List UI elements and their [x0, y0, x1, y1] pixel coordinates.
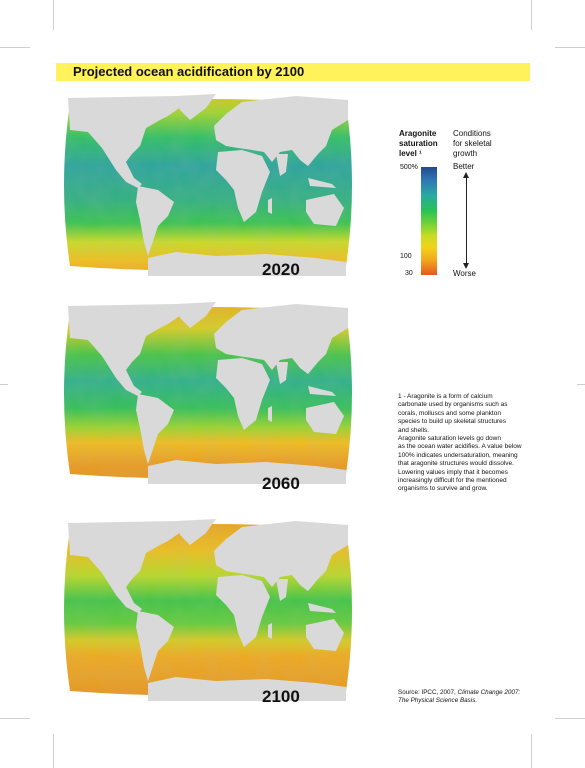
conditions-heading-line: for skeletal: [453, 139, 492, 148]
worse-label: Worse: [453, 269, 476, 278]
footnote: 1 - Aragonite is a form of calcium carbo…: [398, 393, 533, 494]
source-subtitle: The Physical Science Basis.: [398, 697, 478, 704]
world-map: [64, 519, 352, 701]
source-prefix: Source: IPCC, 2007,: [398, 689, 458, 696]
conditions-heading: Conditions for skeletal growth: [453, 129, 492, 159]
crop-mark: [0, 384, 8, 385]
map-year-label: 2100: [262, 687, 300, 706]
crop-mark: [555, 47, 585, 48]
source-line: Source: IPCC, 2007, Climate Change 2007:: [398, 689, 538, 697]
legend-tick-500: 500%: [400, 164, 418, 171]
footnote-line: corals, molluscs and some plankton: [398, 409, 501, 417]
map-2100: 2100: [56, 515, 358, 706]
source-note: Source: IPCC, 2007, Climate Change 2007:…: [398, 689, 538, 705]
footnote-line: organisms to survive and grow.: [398, 485, 488, 493]
footnote-line: 100% indicates undersaturation, meaning: [398, 451, 518, 459]
footnote-line: 1 - Aragonite is a form of calcium: [398, 393, 493, 400]
crop-mark: [53, 0, 54, 30]
world-map: [64, 94, 352, 276]
footnote-line: species to build up skeletal structures: [398, 418, 507, 426]
map-2060: 2060: [56, 298, 358, 493]
legend-heading-line: Aragonite: [399, 129, 437, 138]
color-scale-bar: [421, 167, 437, 275]
legend-heading-line: saturation: [399, 139, 438, 148]
source-line: The Physical Science Basis.: [398, 697, 538, 705]
footnote-line: Lowering values imply that it becomes: [398, 468, 508, 476]
crop-mark: [53, 734, 54, 768]
page-title: Projected ocean acidification by 2100: [73, 64, 305, 79]
footnote-line: carbonate used by organisms such as: [398, 401, 508, 409]
footnote-line: Aragonite saturation levels go down: [398, 435, 501, 443]
crop-mark: [0, 47, 30, 48]
conditions-heading-line: growth: [453, 149, 478, 158]
legend-tick-30: 30: [405, 270, 413, 277]
world-map: [64, 302, 352, 484]
footnote-line: and shells.: [398, 426, 430, 434]
conditions-heading-line: Conditions: [453, 129, 491, 138]
crop-mark: [0, 718, 30, 719]
better-label: Better: [453, 162, 475, 171]
crop-mark: [531, 0, 532, 30]
map-year-label: 2020: [262, 260, 300, 279]
source-title: Climate Change 2007:: [457, 689, 521, 696]
footnote-line: increasingly difficult for the mentioned: [398, 477, 507, 485]
arrow-shaft: [466, 176, 467, 265]
footnote-line: as the ocean water acidifies. A value be…: [398, 443, 522, 451]
title-bar: Projected ocean acidification by 2100: [56, 63, 530, 81]
crop-mark: [555, 718, 585, 719]
arrow-up-icon: [463, 172, 469, 178]
legend-tick-100: 100: [400, 253, 412, 260]
arrow-down-icon: [463, 263, 469, 269]
crop-mark: [577, 384, 585, 385]
map-year-label: 2060: [262, 474, 300, 493]
footnote-line: that aragonite structures would dissolve…: [398, 460, 514, 468]
legend-heading: Aragonite saturation level ¹: [399, 129, 438, 159]
map-2020: 2020: [56, 90, 358, 280]
crop-mark: [531, 734, 532, 768]
legend-heading-line: level ¹: [399, 149, 422, 158]
